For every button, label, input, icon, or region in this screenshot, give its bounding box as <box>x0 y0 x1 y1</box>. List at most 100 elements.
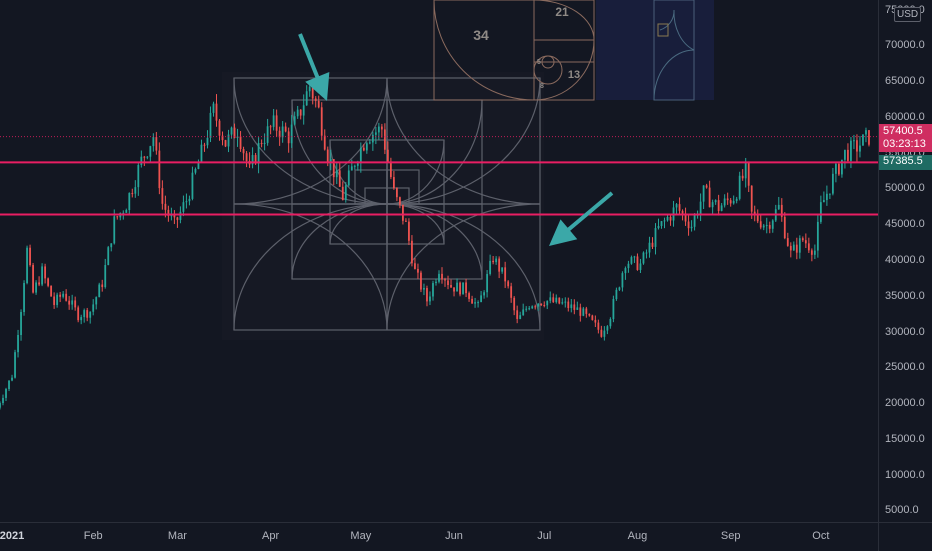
candle-body <box>194 169 197 173</box>
candle-body <box>495 258 498 263</box>
candle-body <box>609 319 612 327</box>
candle-body <box>23 283 25 313</box>
candle-body <box>444 279 446 281</box>
candle-body <box>462 282 464 295</box>
candle-body <box>17 335 19 353</box>
annotation-arrow-down[interactable] <box>298 33 330 101</box>
annotation-arrow-left[interactable] <box>549 191 614 246</box>
candle-body <box>155 137 158 151</box>
time-tick-label: Mar <box>167 530 187 542</box>
golden-spiral-card-dark[interactable] <box>596 0 714 101</box>
candle-body <box>299 109 302 116</box>
candle-body <box>143 156 146 158</box>
candle-body <box>245 153 248 162</box>
candle-body <box>678 204 681 211</box>
candle-body <box>450 285 452 288</box>
candle-body <box>323 135 326 150</box>
axis-corner <box>878 522 932 551</box>
candle-body <box>314 98 317 101</box>
candle-body <box>411 240 413 264</box>
candle-body <box>831 173 834 194</box>
candle-body <box>744 162 747 179</box>
candle-body <box>278 130 281 138</box>
candle-body <box>281 126 284 138</box>
candle-body <box>269 126 272 128</box>
candle-body <box>164 203 167 210</box>
candle-body <box>435 281 437 284</box>
candle-body <box>489 260 492 274</box>
time-axis[interactable]: 2021 Feb Mar Apr May Jun Jul Aug Sep Oct <box>0 522 932 551</box>
candle-body <box>756 213 759 222</box>
candle-body <box>242 149 245 154</box>
candle-body <box>838 163 840 175</box>
last-price-tag: 57400.5 03:23:13 <box>879 124 932 152</box>
candle-body <box>819 202 822 222</box>
candle-body <box>747 162 750 186</box>
candle-body <box>621 273 624 288</box>
candle-body <box>92 304 95 312</box>
candle-body <box>564 301 567 303</box>
candle-body <box>432 283 434 297</box>
currency-label[interactable]: USD <box>894 7 922 22</box>
candle-body <box>543 305 546 307</box>
candle-body <box>642 252 645 264</box>
candle-body <box>483 292 486 296</box>
candle-body <box>666 216 669 221</box>
time-tick-label: Feb <box>83 530 103 542</box>
candle-body <box>510 286 513 298</box>
candle-body <box>200 144 203 163</box>
candle-body <box>125 210 128 213</box>
candle-body <box>71 300 74 305</box>
candle-body <box>53 296 56 305</box>
candle-body <box>104 265 107 288</box>
candle-body <box>296 109 299 117</box>
spiral-number-label: 13 <box>568 69 580 81</box>
candle-body <box>380 126 383 130</box>
candle-body <box>585 308 588 314</box>
candle-body <box>798 238 801 253</box>
time-tick-label: Apr <box>262 530 280 542</box>
candle-body <box>320 107 323 136</box>
candle-body <box>8 380 10 389</box>
candle-body <box>480 295 482 303</box>
candle-body <box>158 150 161 189</box>
candle-body <box>329 159 332 162</box>
candle-body <box>729 200 732 204</box>
candle-body <box>447 280 449 286</box>
candle-body <box>750 185 753 212</box>
candle-body <box>540 303 543 306</box>
candle-body <box>459 282 461 295</box>
candle-body <box>708 187 711 208</box>
fibonacci-grid-overlay[interactable] <box>222 72 544 340</box>
price-tick-label: 50000.0 <box>885 182 925 195</box>
price-axis[interactable]: 5000.0 10000.0 15000.0 20000.0 25000.0 30000.… <box>878 0 932 522</box>
golden-spiral-drawing[interactable] <box>433 0 595 101</box>
candle-body <box>65 293 68 301</box>
candle-body <box>5 388 7 398</box>
candle-body <box>254 155 257 164</box>
candle-body <box>38 282 40 285</box>
candle-body <box>636 256 639 270</box>
candle-body <box>405 220 407 222</box>
candle-body <box>531 306 534 309</box>
candle-body <box>648 242 651 253</box>
candle-body <box>341 186 344 200</box>
candle-body <box>594 319 597 323</box>
candle-body <box>624 268 627 274</box>
candle-body <box>552 297 555 303</box>
candle-body <box>810 250 813 255</box>
candle-body <box>844 149 846 160</box>
candle-body <box>170 215 173 217</box>
bar-countdown: 03:23:13 <box>883 138 926 150</box>
candle-body <box>684 213 687 222</box>
candle-body <box>492 260 495 263</box>
candle-body <box>429 296 431 302</box>
candle-body <box>561 302 564 304</box>
candle-body <box>101 284 104 288</box>
candle-body <box>726 198 729 201</box>
candle-body <box>859 145 861 152</box>
spiral-number-label: 8 <box>540 83 544 90</box>
candle-body <box>209 112 212 138</box>
candle-body <box>687 221 690 229</box>
